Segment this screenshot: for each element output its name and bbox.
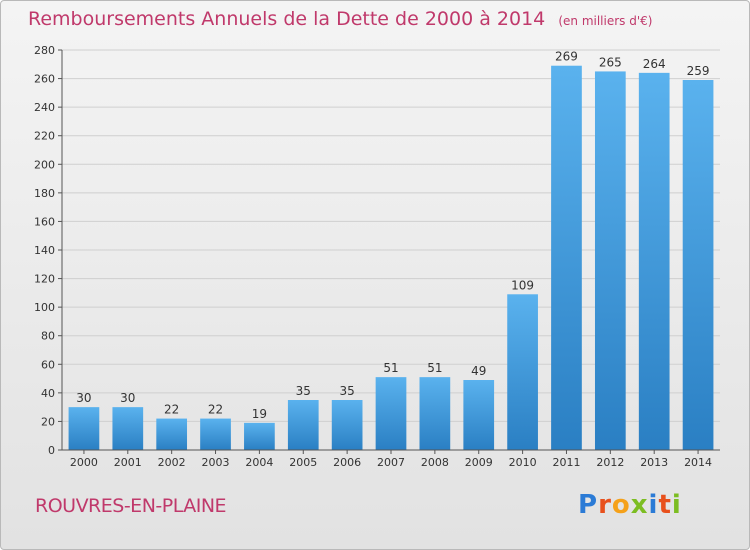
data-label-2000: 30: [76, 391, 91, 405]
y-tick-label: 260: [34, 73, 55, 86]
y-tick-label: 240: [34, 101, 55, 114]
bar-2013: [638, 72, 670, 450]
bar-2007: [375, 377, 407, 450]
data-label-2011: 269: [555, 50, 578, 64]
bar-2002: [156, 418, 188, 450]
y-tick-label: 60: [41, 358, 55, 371]
commune-name: ROUVRES-EN-PLAINE: [35, 495, 227, 517]
bar-2014: [682, 80, 714, 450]
x-tick-label-2004: 2004: [245, 456, 273, 469]
data-label-2004: 19: [252, 407, 267, 421]
logo-letter: o: [611, 490, 631, 520]
bar-2004: [244, 422, 275, 450]
x-tick-label-2010: 2010: [509, 456, 537, 469]
x-tick-label-2009: 2009: [465, 456, 493, 469]
data-label-2014: 259: [687, 64, 710, 78]
bar-2006: [331, 400, 363, 450]
x-tick-label-2006: 2006: [333, 456, 361, 469]
y-tick-label: 200: [34, 158, 55, 171]
x-tick-label-2013: 2013: [640, 456, 668, 469]
logo-letter: P: [578, 490, 599, 520]
logo-letter: i: [671, 490, 682, 520]
y-tick-label: 140: [34, 244, 55, 257]
logo-letter: t: [658, 490, 672, 520]
x-tick-label-2007: 2007: [377, 456, 405, 469]
x-tick-label-2008: 2008: [421, 456, 449, 469]
x-tick-label-2012: 2012: [596, 456, 624, 469]
x-tick-label-2003: 2003: [202, 456, 230, 469]
y-tick-label: 280: [34, 44, 55, 57]
bar-2011: [551, 65, 582, 450]
y-tick-label: 20: [41, 415, 55, 428]
x-tick-label-2002: 2002: [158, 456, 186, 469]
y-tick-label: 220: [34, 130, 55, 143]
data-label-2010: 109: [511, 278, 534, 292]
x-tick-label-2014: 2014: [684, 456, 712, 469]
logo-letter: r: [598, 490, 612, 520]
x-tick-label-2011: 2011: [552, 456, 580, 469]
bar-2012: [594, 71, 626, 450]
data-label-2007: 51: [383, 361, 398, 375]
logo-letter: i: [648, 490, 659, 520]
bar-2010: [507, 294, 538, 450]
data-label-2009: 49: [471, 364, 486, 378]
bar-2009: [463, 380, 495, 450]
chart-unit-label: (en milliers d'€): [558, 14, 653, 28]
y-tick-label: 0: [48, 444, 55, 457]
y-tick-label: 40: [41, 387, 55, 400]
data-label-2003: 22: [208, 403, 223, 417]
y-tick-label: 180: [34, 187, 55, 200]
data-label-2013: 264: [643, 57, 666, 71]
chart-title-text: Remboursements Annuels de la Dette de 20…: [28, 8, 546, 30]
data-label-2005: 35: [296, 384, 311, 398]
y-tick-label: 160: [34, 215, 55, 228]
bar-2000: [68, 407, 100, 450]
logo-letter: x: [630, 490, 649, 520]
bar-2001: [112, 407, 144, 450]
y-axis-ticks: 0 20 40 60 80 100 120 140 160 180 200 220 240 260 280: [34, 44, 62, 457]
data-label-2002: 22: [164, 403, 179, 417]
data-label-2006: 35: [339, 384, 354, 398]
y-tick-label: 80: [41, 330, 55, 343]
x-tick-label-2000: 2000: [70, 456, 98, 469]
bar-2008: [419, 377, 451, 450]
data-label-2008: 51: [427, 361, 442, 375]
bars: 30 30 22 22 19 35 35 51 51 49 109 269 265 264 259: [68, 50, 714, 450]
x-tick-label-2001: 2001: [114, 456, 142, 469]
data-label-2012: 265: [599, 55, 622, 69]
y-tick-label: 120: [34, 273, 55, 286]
chart-title: Remboursements Annuels de la Dette de 20…: [28, 8, 652, 30]
bar-2003: [200, 418, 231, 450]
data-label-2001: 30: [120, 391, 135, 405]
x-tick-label-2005: 2005: [289, 456, 317, 469]
proxiti-logo: Proxiti: [578, 490, 682, 520]
bar-2005: [287, 400, 319, 450]
y-tick-label: 100: [34, 301, 55, 314]
x-axis-ticks: 2000 2001 2002 2003 2004 2005 2006 2007 2008 2009…: [70, 450, 712, 469]
